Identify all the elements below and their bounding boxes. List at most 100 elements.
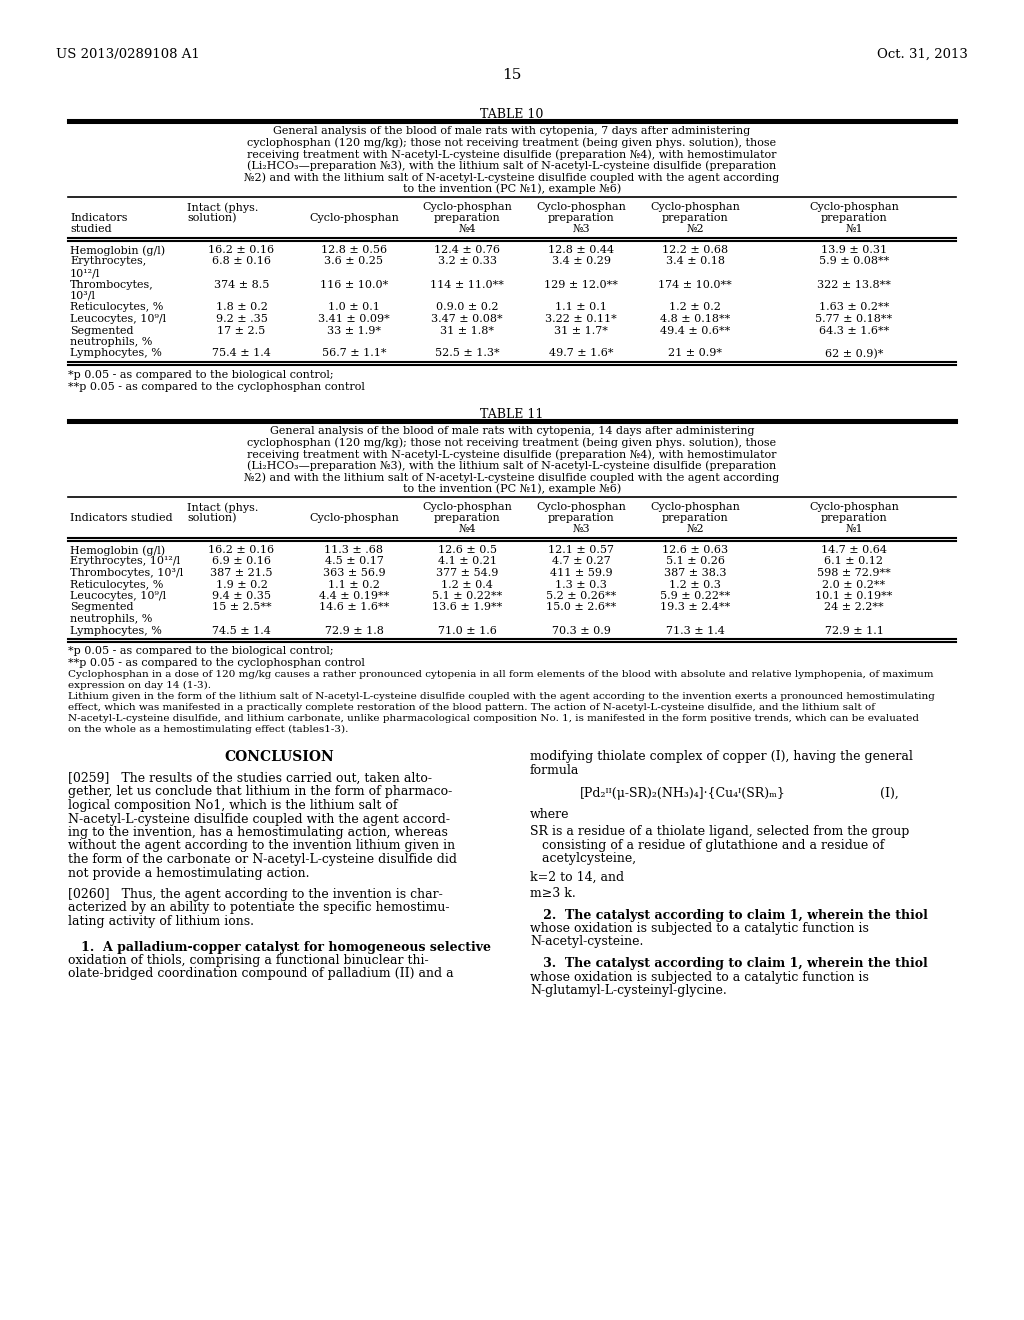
Text: modifying thiolate complex of copper (I), having the general: modifying thiolate complex of copper (I)… <box>530 750 912 763</box>
Text: 72.9 ± 1.8: 72.9 ± 1.8 <box>325 626 383 635</box>
Text: Oct. 31, 2013: Oct. 31, 2013 <box>878 48 968 61</box>
Text: N-acetyl-cysteine.: N-acetyl-cysteine. <box>530 936 643 949</box>
Text: *p 0.05 - as compared to the biological control;: *p 0.05 - as compared to the biological … <box>68 645 334 656</box>
Text: m≥3 k.: m≥3 k. <box>530 887 575 900</box>
Text: 71.0 ± 1.6: 71.0 ± 1.6 <box>437 626 497 635</box>
Text: 70.3 ± 0.9: 70.3 ± 0.9 <box>552 626 610 635</box>
Text: Cyclo-phosphan: Cyclo-phosphan <box>650 202 740 213</box>
Text: Cyclophosphan in a dose of 120 mg/kg causes a rather pronounced cytopenia in all: Cyclophosphan in a dose of 120 mg/kg cau… <box>68 671 934 689</box>
Text: 31 ± 1.8*: 31 ± 1.8* <box>440 326 494 335</box>
Text: Cyclo-phosphan: Cyclo-phosphan <box>422 502 512 512</box>
Text: №4: №4 <box>458 524 476 535</box>
Text: 114 ± 11.0**: 114 ± 11.0** <box>430 280 504 289</box>
Text: №2: №2 <box>686 524 703 535</box>
Text: 6.9 ± 0.16: 6.9 ± 0.16 <box>212 557 271 566</box>
Text: 5.9 ± 0.22**: 5.9 ± 0.22** <box>659 591 730 601</box>
Text: preparation: preparation <box>548 213 614 223</box>
Text: olate-bridged coordination compound of palladium (II) and a: olate-bridged coordination compound of p… <box>68 968 454 981</box>
Text: on the whole as a hemostimulating effect (tables1-3).: on the whole as a hemostimulating effect… <box>68 725 348 734</box>
Text: Cyclo-phosphan: Cyclo-phosphan <box>422 202 512 213</box>
Text: whose oxidation is subjected to a catalytic function is: whose oxidation is subjected to a cataly… <box>530 970 869 983</box>
Text: gether, let us conclude that lithium in the form of pharmaco-: gether, let us conclude that lithium in … <box>68 785 453 799</box>
Text: №1: №1 <box>845 524 863 535</box>
Text: preparation: preparation <box>820 513 888 523</box>
Text: not provide a hemostimulating action.: not provide a hemostimulating action. <box>68 866 309 879</box>
Text: №2) and with the lithium salt of N-acetyl-L-cysteine disulfide coupled with the : №2) and with the lithium salt of N-acety… <box>245 473 779 483</box>
Text: cyclophosphan (120 mg/kg); those not receiving treatment (being given phys. solu: cyclophosphan (120 mg/kg); those not rec… <box>248 437 776 447</box>
Text: 15: 15 <box>503 69 521 82</box>
Text: Leucocytes, 10⁹/l: Leucocytes, 10⁹/l <box>70 591 166 601</box>
Text: [0260]   Thus, the agent according to the invention is char-: [0260] Thus, the agent according to the … <box>68 888 442 902</box>
Text: solution): solution) <box>187 513 237 523</box>
Text: 4.5 ± 0.17: 4.5 ± 0.17 <box>325 557 383 566</box>
Text: 13.6 ± 1.9**: 13.6 ± 1.9** <box>432 602 502 612</box>
Text: **p 0.05 - as compared to the cyclophosphan control: **p 0.05 - as compared to the cyclophosp… <box>68 381 365 392</box>
Text: №3: №3 <box>572 224 590 234</box>
Text: consisting of a residue of glutathione and a residue of: consisting of a residue of glutathione a… <box>530 838 885 851</box>
Text: cyclophosphan (120 mg/kg); those not receiving treatment (being given phys. solu: cyclophosphan (120 mg/kg); those not rec… <box>248 137 776 148</box>
Text: 1.  A palladium-copper catalyst for homogeneous selective: 1. A palladium-copper catalyst for homog… <box>68 940 490 953</box>
Text: 3.47 ± 0.08*: 3.47 ± 0.08* <box>431 314 503 323</box>
Text: 3.4 ± 0.18: 3.4 ± 0.18 <box>666 256 725 267</box>
Text: 1.1 ± 0.2: 1.1 ± 0.2 <box>328 579 380 590</box>
Text: 3.2 ± 0.33: 3.2 ± 0.33 <box>437 256 497 267</box>
Text: whose oxidation is subjected to a catalytic function is: whose oxidation is subjected to a cataly… <box>530 921 869 935</box>
Text: 3.22 ± 0.11*: 3.22 ± 0.11* <box>545 314 616 323</box>
Text: 31 ± 1.7*: 31 ± 1.7* <box>554 326 608 335</box>
Text: 1.8 ± 0.2: 1.8 ± 0.2 <box>216 302 267 313</box>
Text: Cyclo-phosphan: Cyclo-phosphan <box>536 502 626 512</box>
Text: N-acetyl-L-cysteine disulfide, and lithium carbonate, unlike pharmacological com: N-acetyl-L-cysteine disulfide, and lithi… <box>68 714 919 723</box>
Text: 12.2 ± 0.68: 12.2 ± 0.68 <box>662 246 728 255</box>
Text: 2.  The catalyst according to claim 1, wherein the thiol: 2. The catalyst according to claim 1, wh… <box>530 908 928 921</box>
Text: to the invention (PC №1), example №6): to the invention (PC №1), example №6) <box>402 183 622 194</box>
Text: 363 ± 56.9: 363 ± 56.9 <box>323 568 385 578</box>
Text: Thrombocytes,: Thrombocytes, <box>70 280 154 289</box>
Text: effect, which was manifested in a practically complete restoration of the blood : effect, which was manifested in a practi… <box>68 704 874 711</box>
Text: Cyclo-phosphan: Cyclo-phosphan <box>809 202 899 213</box>
Text: studied: studied <box>70 224 112 234</box>
Text: *p 0.05 - as compared to the biological control;: *p 0.05 - as compared to the biological … <box>68 370 334 380</box>
Text: Hemoglobin (g/l): Hemoglobin (g/l) <box>70 246 165 256</box>
Text: 377 ± 54.9: 377 ± 54.9 <box>436 568 499 578</box>
Text: 322 ± 13.8**: 322 ± 13.8** <box>817 280 891 289</box>
Text: Erythrocytes, 10¹²/l: Erythrocytes, 10¹²/l <box>70 557 180 566</box>
Text: ing to the invention, has a hemostimulating action, whereas: ing to the invention, has a hemostimulat… <box>68 826 447 840</box>
Text: 14.6 ± 1.6**: 14.6 ± 1.6** <box>318 602 389 612</box>
Text: 16.2 ± 0.16: 16.2 ± 0.16 <box>209 246 274 255</box>
Text: preparation: preparation <box>820 213 888 223</box>
Text: Cyclo-phosphan: Cyclo-phosphan <box>809 502 899 512</box>
Text: 12.1 ± 0.57: 12.1 ± 0.57 <box>548 545 614 554</box>
Text: 6.1 ± 0.12: 6.1 ± 0.12 <box>824 557 884 566</box>
Text: №4: №4 <box>458 224 476 234</box>
Text: 15 ± 2.5**: 15 ± 2.5** <box>212 602 271 612</box>
Text: 71.3 ± 1.4: 71.3 ± 1.4 <box>666 626 724 635</box>
Text: Cyclo-phosphan: Cyclo-phosphan <box>650 502 740 512</box>
Text: Cyclo-phosphan: Cyclo-phosphan <box>536 202 626 213</box>
Text: 387 ± 38.3: 387 ± 38.3 <box>664 568 726 578</box>
Text: 1.2 ± 0.2: 1.2 ± 0.2 <box>669 302 721 313</box>
Text: 374 ± 8.5: 374 ± 8.5 <box>214 280 269 289</box>
Text: 411 ± 59.9: 411 ± 59.9 <box>550 568 612 578</box>
Text: 3.41 ± 0.09*: 3.41 ± 0.09* <box>318 314 390 323</box>
Text: US 2013/0289108 A1: US 2013/0289108 A1 <box>56 48 200 61</box>
Text: 1.0 ± 0.1: 1.0 ± 0.1 <box>328 302 380 313</box>
Text: №2) and with the lithium salt of N-acetyl-L-cysteine disulfide coupled with the : №2) and with the lithium salt of N-acety… <box>245 172 779 182</box>
Text: 5.9 ± 0.08**: 5.9 ± 0.08** <box>819 256 889 267</box>
Text: without the agent according to the invention lithium given in: without the agent according to the inven… <box>68 840 455 853</box>
Text: [0259]   The results of the studies carried out, taken alto-: [0259] The results of the studies carrie… <box>68 772 432 785</box>
Text: 17 ± 2.5: 17 ± 2.5 <box>217 326 265 335</box>
Text: 0.9.0 ± 0.2: 0.9.0 ± 0.2 <box>436 302 499 313</box>
Text: N-acetyl-L-cysteine disulfide coupled with the agent accord-: N-acetyl-L-cysteine disulfide coupled wi… <box>68 813 450 825</box>
Text: Intact (phys.: Intact (phys. <box>187 202 258 213</box>
Text: №1: №1 <box>845 224 863 234</box>
Text: Hemoglobin (g/l): Hemoglobin (g/l) <box>70 545 165 556</box>
Text: 14.7 ± 0.64: 14.7 ± 0.64 <box>821 545 887 554</box>
Text: 9.2 ± .35: 9.2 ± .35 <box>216 314 267 323</box>
Text: Intact (phys.: Intact (phys. <box>187 502 258 512</box>
Text: SR is a residue of a thiolate ligand, selected from the group: SR is a residue of a thiolate ligand, se… <box>530 825 909 838</box>
Text: General analysis of the blood of male rats with cytopenia, 7 days after administ: General analysis of the blood of male ra… <box>273 125 751 136</box>
Text: 9.4 ± 0.35: 9.4 ± 0.35 <box>212 591 271 601</box>
Text: oxidation of thiols, comprising a functional binuclear thi-: oxidation of thiols, comprising a functi… <box>68 954 429 968</box>
Text: formula: formula <box>530 763 580 776</box>
Text: 21 ± 0.9*: 21 ± 0.9* <box>668 348 722 359</box>
